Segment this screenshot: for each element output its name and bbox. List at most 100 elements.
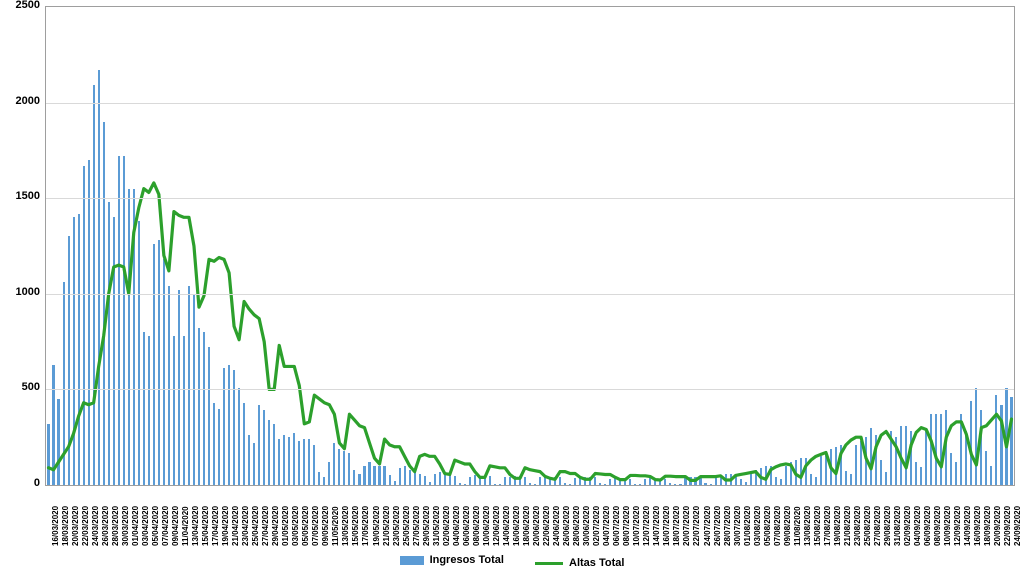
x-tick-label: 04/07/2020 <box>602 506 611 546</box>
x-tick-label: 06/07/2020 <box>612 506 621 546</box>
x-tick-label: 01/04/2020 <box>131 506 140 546</box>
x-tick-label: 03/05/2020 <box>291 506 300 546</box>
x-tick-label: 10/09/2020 <box>943 506 952 546</box>
x-tick-label: 10/07/2020 <box>632 506 641 546</box>
x-tick-label: 09/04/2020 <box>171 506 180 546</box>
x-tick-label: 21/05/2020 <box>382 506 391 546</box>
x-tick-label: 19/04/2020 <box>221 506 230 546</box>
x-tick-label: 08/09/2020 <box>933 506 942 546</box>
legend-label-bar: Ingresos Total <box>430 554 504 566</box>
x-tick-label: 14/09/2020 <box>963 506 972 546</box>
x-tick-label: 25/04/2020 <box>251 506 260 546</box>
x-tick-label: 24/06/2020 <box>552 506 561 546</box>
x-tick-label: 24/09/2020 <box>1013 506 1022 546</box>
x-tick-label: 06/09/2020 <box>923 506 932 546</box>
x-tick-label: 30/03/2020 <box>121 506 130 546</box>
x-tick-label: 22/03/2020 <box>81 506 90 546</box>
x-tick-label: 19/08/2020 <box>833 506 842 546</box>
gridline <box>46 389 1014 390</box>
x-tick-label: 03/08/2020 <box>753 506 762 546</box>
x-tick-label: 11/04/2020 <box>181 506 190 546</box>
x-tick-label: 20/09/2020 <box>993 506 1002 546</box>
gridline <box>46 198 1014 199</box>
x-tick-label: 23/08/2020 <box>853 506 862 546</box>
x-tick-label: 28/06/2020 <box>572 506 581 546</box>
x-tick-label: 15/08/2020 <box>813 506 822 546</box>
x-tick-label: 25/08/2020 <box>863 506 872 546</box>
x-axis-labels: 16/03/202018/03/202020/03/202022/03/2020… <box>45 490 1015 550</box>
x-tick-label: 13/04/2020 <box>191 506 200 546</box>
x-tick-label: 12/06/2020 <box>492 506 501 546</box>
x-tick-label: 27/08/2020 <box>873 506 882 546</box>
legend: Ingresos Total Altas Total <box>0 554 1024 569</box>
y-tick-label: 500 <box>4 381 40 393</box>
line-series <box>46 7 1014 485</box>
x-tick-label: 05/05/2020 <box>301 506 310 546</box>
x-tick-label: 26/06/2020 <box>562 506 571 546</box>
x-tick-label: 18/06/2020 <box>522 506 531 546</box>
x-tick-label: 10/06/2020 <box>482 506 491 546</box>
x-tick-label: 01/05/2020 <box>281 506 290 546</box>
gridline <box>46 294 1014 295</box>
x-tick-label: 29/04/2020 <box>271 506 280 546</box>
x-tick-label: 11/05/2020 <box>331 506 340 546</box>
y-tick-label: 2500 <box>4 0 40 11</box>
x-tick-label: 13/08/2020 <box>803 506 812 546</box>
x-tick-label: 12/07/2020 <box>642 506 651 546</box>
x-tick-label: 07/08/2020 <box>773 506 782 546</box>
gridline <box>46 103 1014 104</box>
x-tick-label: 16/06/2020 <box>512 506 521 546</box>
x-tick-label: 01/08/2020 <box>743 506 752 546</box>
x-tick-label: 11/08/2020 <box>793 506 802 546</box>
x-tick-label: 28/03/2020 <box>111 506 120 546</box>
y-tick-label: 2000 <box>4 95 40 107</box>
x-tick-label: 22/09/2020 <box>1003 506 1012 546</box>
x-tick-label: 17/05/2020 <box>361 506 370 546</box>
y-tick-label: 1000 <box>4 286 40 298</box>
x-tick-label: 16/03/2020 <box>51 506 60 546</box>
x-tick-label: 08/07/2020 <box>622 506 631 546</box>
x-tick-label: 29/05/2020 <box>422 506 431 546</box>
x-tick-label: 31/08/2020 <box>893 506 902 546</box>
x-tick-label: 09/05/2020 <box>321 506 330 546</box>
x-tick-label: 05/08/2020 <box>763 506 772 546</box>
x-tick-label: 26/03/2020 <box>101 506 110 546</box>
x-tick-label: 14/06/2020 <box>502 506 511 546</box>
x-tick-label: 24/07/2020 <box>703 506 712 546</box>
x-tick-label: 02/07/2020 <box>592 506 601 546</box>
x-tick-label: 18/03/2020 <box>61 506 70 546</box>
legend-item-bar: Ingresos Total <box>400 554 504 566</box>
x-tick-label: 15/05/2020 <box>351 506 360 546</box>
x-tick-label: 03/04/2020 <box>141 506 150 546</box>
x-tick-label: 31/05/2020 <box>432 506 441 546</box>
x-tick-label: 28/07/2020 <box>723 506 732 546</box>
x-tick-label: 30/07/2020 <box>733 506 742 546</box>
x-tick-label: 21/08/2020 <box>843 506 852 546</box>
x-tick-label: 27/05/2020 <box>412 506 421 546</box>
x-tick-label: 12/09/2020 <box>953 506 962 546</box>
x-tick-label: 17/04/2020 <box>211 506 220 546</box>
line-path <box>49 183 1012 481</box>
x-tick-label: 25/05/2020 <box>402 506 411 546</box>
x-tick-label: 27/04/2020 <box>261 506 270 546</box>
x-tick-label: 16/07/2020 <box>662 506 671 546</box>
x-tick-label: 20/06/2020 <box>532 506 541 546</box>
x-tick-label: 30/06/2020 <box>582 506 591 546</box>
x-tick-label: 20/07/2020 <box>682 506 691 546</box>
x-tick-label: 15/04/2020 <box>201 506 210 546</box>
chart-container: 05001000150020002500 16/03/202018/03/202… <box>0 0 1024 576</box>
x-tick-label: 23/05/2020 <box>392 506 401 546</box>
x-tick-label: 08/06/2020 <box>472 506 481 546</box>
x-tick-label: 14/07/2020 <box>652 506 661 546</box>
x-tick-label: 07/05/2020 <box>311 506 320 546</box>
y-tick-label: 0 <box>4 477 40 489</box>
x-tick-label: 23/04/2020 <box>241 506 250 546</box>
x-tick-label: 20/03/2020 <box>71 506 80 546</box>
x-tick-label: 29/08/2020 <box>883 506 892 546</box>
legend-item-line: Altas Total <box>535 557 624 569</box>
x-tick-label: 13/05/2020 <box>341 506 350 546</box>
x-tick-label: 24/03/2020 <box>91 506 100 546</box>
plot-area <box>45 6 1015 486</box>
legend-label-line: Altas Total <box>569 557 624 569</box>
x-tick-label: 18/09/2020 <box>983 506 992 546</box>
